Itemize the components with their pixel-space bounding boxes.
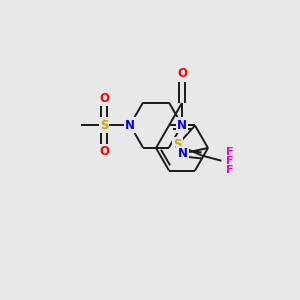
Text: O: O [177,68,187,80]
Text: F: F [226,156,233,166]
Text: F: F [226,165,233,175]
Text: S: S [100,118,108,132]
Text: S: S [173,138,182,151]
Text: N: N [125,118,135,132]
Text: N: N [177,118,187,132]
Text: N: N [178,147,188,160]
Text: O: O [99,145,109,158]
Text: F: F [226,147,233,157]
Text: O: O [99,92,109,105]
